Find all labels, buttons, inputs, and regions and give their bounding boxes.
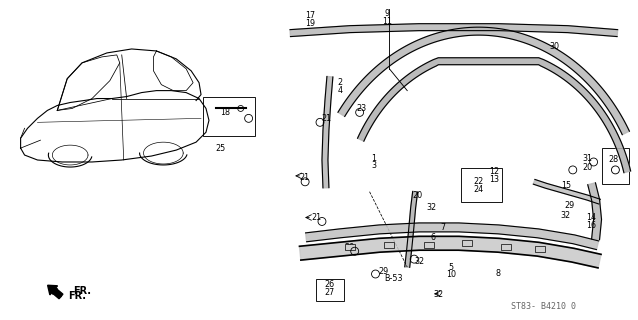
Text: 15: 15 [561, 181, 571, 190]
Text: 21: 21 [311, 213, 321, 222]
Text: 30: 30 [549, 43, 559, 52]
Bar [385, 242, 394, 248]
Text: 32: 32 [434, 290, 444, 299]
Polygon shape [357, 58, 630, 173]
Text: 31: 31 [582, 154, 593, 163]
Bar [424, 242, 434, 248]
Text: 18: 18 [220, 108, 230, 117]
Text: 13: 13 [489, 175, 500, 184]
Text: 27: 27 [325, 288, 335, 297]
Text: 17: 17 [305, 11, 315, 20]
Bar [602, 148, 629, 184]
Text: 20: 20 [582, 164, 593, 172]
Polygon shape [306, 223, 598, 250]
Polygon shape [322, 76, 333, 188]
Text: 9: 9 [385, 9, 390, 18]
Text: 24: 24 [473, 185, 484, 194]
Text: 20: 20 [345, 243, 355, 252]
Bar [316, 279, 344, 301]
Bar [461, 168, 502, 202]
Text: 19: 19 [305, 19, 315, 28]
Text: 29: 29 [565, 201, 575, 210]
Polygon shape [338, 27, 630, 135]
Text: FR.: FR. [69, 291, 87, 301]
Text: 22: 22 [473, 177, 484, 186]
Text: 2: 2 [338, 78, 343, 87]
Text: 11: 11 [382, 17, 392, 26]
Text: 7: 7 [440, 223, 445, 232]
Polygon shape [299, 236, 601, 268]
Text: 23: 23 [357, 104, 367, 113]
Text: 21: 21 [322, 114, 332, 123]
Polygon shape [588, 183, 602, 240]
Text: 14: 14 [586, 213, 597, 222]
Bar [345, 244, 355, 250]
Text: 29: 29 [378, 267, 389, 276]
Text: 16: 16 [586, 221, 597, 230]
Text: 28: 28 [609, 156, 618, 164]
FancyArrow shape [48, 285, 63, 299]
Text: B-53: B-53 [384, 275, 403, 284]
Text: 12: 12 [489, 167, 500, 176]
Text: 32: 32 [426, 203, 436, 212]
Polygon shape [533, 180, 600, 204]
Text: 3: 3 [371, 162, 376, 171]
Text: 32: 32 [414, 257, 424, 266]
Text: 32: 32 [561, 211, 571, 220]
Text: 1: 1 [371, 154, 376, 163]
Text: 8: 8 [496, 268, 501, 277]
Bar [535, 246, 545, 252]
Text: 21: 21 [299, 173, 309, 182]
Text: 6: 6 [431, 233, 436, 242]
Text: 25: 25 [216, 144, 226, 153]
Polygon shape [404, 191, 418, 267]
Text: 5: 5 [449, 263, 454, 272]
Polygon shape [290, 24, 618, 36]
Text: 26: 26 [325, 280, 335, 289]
Text: 20: 20 [412, 191, 422, 200]
Bar [462, 240, 471, 246]
Bar [203, 97, 255, 136]
Text: FR.: FR. [73, 285, 91, 295]
Bar [501, 244, 511, 250]
Text: 4: 4 [338, 86, 343, 95]
Text: ST83- B4210 0: ST83- B4210 0 [510, 302, 575, 311]
Text: 10: 10 [446, 270, 456, 279]
